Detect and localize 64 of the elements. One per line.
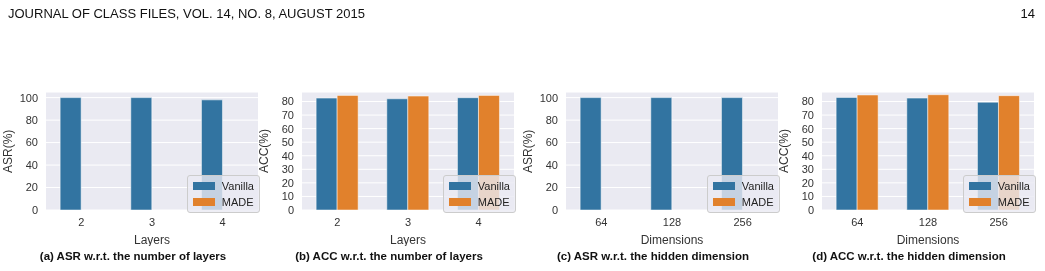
y-tick-label: 20 — [281, 176, 294, 189]
y-tick-label: 80 — [25, 114, 38, 126]
x-tick-label: 4 — [475, 215, 482, 228]
x-tick-label: 3 — [404, 215, 412, 228]
y-tick-label: 40 — [25, 158, 38, 171]
y-tick-label: 60 — [545, 136, 558, 149]
y-axis-title: ACC(%) — [257, 129, 272, 173]
y-tick-label: 0 — [31, 203, 38, 216]
x-axis-title: Dimensions — [896, 233, 960, 247]
y-tick-label: 50 — [801, 136, 814, 149]
x-axis-title: Layers — [389, 233, 427, 247]
legend-label: MADE — [221, 196, 254, 208]
x-tick-label: 3 — [148, 215, 156, 228]
y-tick-label: 100 — [539, 91, 558, 104]
y-tick-label: 0 — [807, 203, 814, 216]
y-tick-label: 30 — [281, 163, 294, 176]
legend-label: MADE — [741, 196, 774, 208]
y-tick-label: 40 — [801, 149, 814, 162]
x-tick-label: 128 — [662, 215, 682, 228]
x-tick-label: 128 — [918, 215, 938, 228]
text: (c) ASR w.r.t. the hidden dimension — [555, 250, 751, 262]
x-tick-label: 4 — [219, 215, 226, 228]
y-tick-label: 0 — [551, 203, 558, 216]
text: (d) ACC w.r.t. the hidden dimension — [811, 250, 1007, 262]
legend-label: MADE — [997, 196, 1030, 208]
x-tick-label: 64 — [851, 215, 864, 228]
x-axis-title: Dimensions — [640, 233, 704, 247]
y-tick-label: 30 — [801, 163, 814, 176]
legend-label: MADE — [477, 196, 510, 208]
legend-label: Vanilla — [997, 180, 1030, 192]
y-axis-title: ASR(%) — [521, 129, 536, 173]
y-tick-label: 60 — [281, 122, 294, 135]
legend-label: Vanilla — [221, 180, 254, 192]
y-axis-title: ASR(%) — [1, 129, 16, 173]
text: (b) ACC w.r.t. the number of layers — [294, 250, 484, 262]
y-axis-title: ACC(%) — [777, 129, 792, 173]
y-tick-label: 20 — [801, 176, 814, 189]
y-tick-label: 60 — [25, 136, 38, 149]
x-tick-label: 2 — [334, 215, 341, 228]
y-tick-label: 10 — [801, 190, 814, 203]
y-tick-label: 10 — [281, 190, 294, 203]
y-tick-label: 20 — [545, 181, 558, 194]
y-tick-label: 100 — [19, 91, 38, 104]
text: JOURNAL OF CLASS FILES, VOL. 14, NO. 8, AUGUST 2015 — [8, 6, 365, 21]
x-tick-label: 256 — [989, 215, 1008, 228]
text: 14 — [1020, 6, 1035, 21]
legend-label: Vanilla — [477, 180, 510, 192]
y-tick-label: 0 — [287, 203, 294, 216]
text: (a) ASR w.r.t. the number of layers — [38, 250, 228, 262]
x-tick-label: 64 — [595, 215, 608, 228]
legend-label: Vanilla — [741, 180, 774, 192]
x-tick-label: 256 — [733, 215, 752, 228]
x-axis-title: Layers — [133, 233, 171, 247]
y-tick-label: 40 — [281, 149, 294, 162]
y-tick-label: 80 — [545, 114, 558, 126]
x-tick-label: 2 — [78, 215, 85, 228]
y-tick-label: 60 — [801, 122, 814, 135]
y-tick-label: 70 — [801, 108, 814, 121]
y-tick-label: 40 — [545, 158, 558, 171]
y-tick-label: 80 — [801, 95, 814, 108]
y-tick-label: 20 — [25, 181, 38, 194]
y-tick-label: 50 — [281, 136, 294, 149]
y-tick-label: 80 — [281, 95, 294, 108]
y-tick-label: 70 — [281, 108, 294, 121]
